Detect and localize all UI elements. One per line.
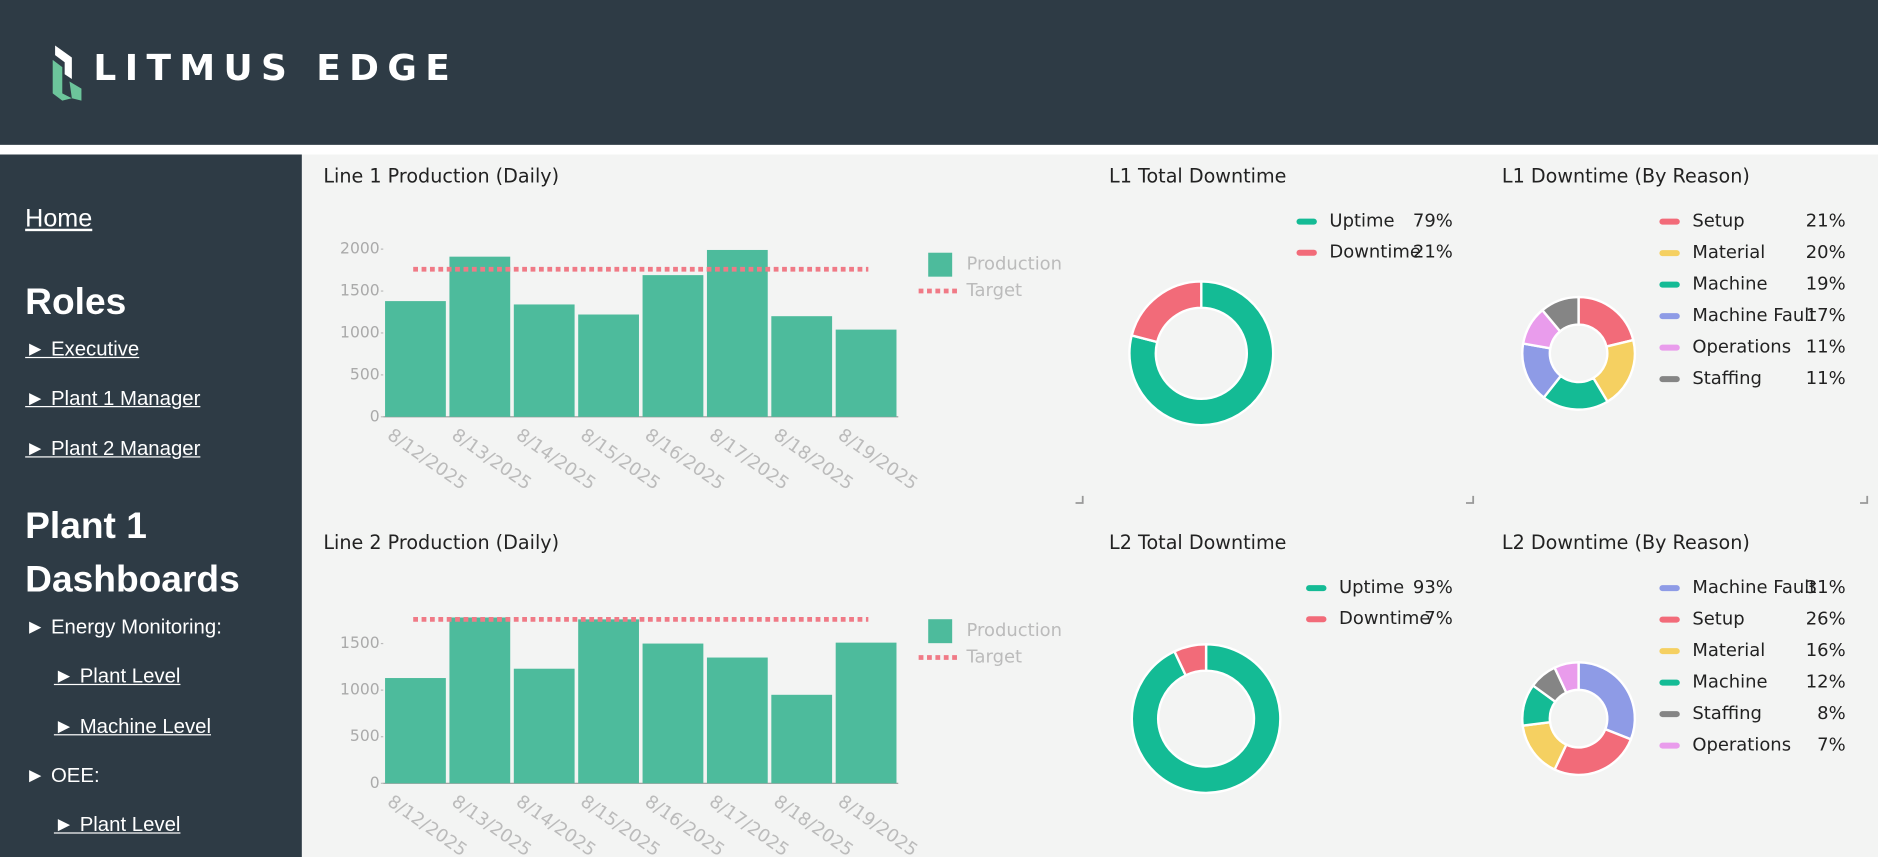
roles-heading: Roles	[25, 280, 127, 323]
legend-label: Downtime	[1329, 242, 1420, 263]
logo-icon	[52, 45, 82, 101]
donut-slice	[1130, 643, 1282, 795]
chart-title: L1 Downtime (By Reason)	[1502, 165, 1750, 188]
legend-value: 79%	[1413, 211, 1453, 232]
legend-value: 26%	[1806, 609, 1846, 630]
legend-value: 21%	[1413, 242, 1453, 263]
legend-label: Uptime	[1329, 211, 1394, 232]
bar	[706, 249, 768, 417]
dashboards-heading: Plant 1 Dashboards	[25, 504, 240, 601]
legend-label: Target	[966, 647, 1023, 668]
legend-swatch	[928, 252, 953, 277]
legend-value: 11%	[1806, 337, 1846, 358]
bar	[578, 314, 639, 417]
legend-label: Setup	[1692, 211, 1744, 232]
sidebar: Home Roles ► Executive ► Plant 1 Manager…	[0, 154, 302, 857]
role-link[interactable]: ► Plant 2 Manager	[25, 437, 201, 460]
divider	[0, 144, 1878, 155]
legend-label: Machine Fault	[1692, 577, 1816, 598]
legend-label: Uptime	[1339, 577, 1404, 598]
chart-title: L2 Downtime (By Reason)	[1502, 531, 1750, 554]
legend-value: 21%	[1806, 211, 1846, 232]
legend-swatch	[928, 619, 953, 644]
header: LITMUS EDGE	[0, 0, 1878, 145]
legend-label: Downtime	[1339, 608, 1430, 629]
legend-label: Production	[967, 254, 1063, 275]
donut-slice	[1577, 661, 1636, 741]
y-tick-label: 1000	[340, 681, 380, 699]
donut-slice	[1128, 280, 1275, 427]
donut-slice	[1553, 727, 1633, 777]
dashboard: Line 1 Production (Daily) 0 500 1000 1500 200…	[323, 165, 1869, 857]
chart-title: L2 Total Downtime	[1109, 531, 1286, 554]
bar	[578, 619, 639, 784]
legend-label: Material	[1692, 640, 1765, 661]
y-tick-label: 500	[350, 365, 380, 383]
legend-label: Machine	[1692, 672, 1767, 693]
legend-value: 8%	[1817, 703, 1845, 724]
legend-label: Material	[1692, 242, 1765, 263]
home-link[interactable]: Home	[25, 204, 93, 233]
bar	[449, 256, 511, 417]
bar	[771, 316, 833, 417]
legend-value: 93%	[1413, 577, 1453, 598]
legend-value: 17%	[1806, 305, 1846, 326]
section-label: ► OEE:	[25, 764, 100, 787]
bar	[642, 275, 704, 417]
brand: LITMUS EDGE	[93, 47, 459, 90]
chart-title: L1 Total Downtime	[1109, 165, 1286, 188]
legend-label: Machine Fault	[1692, 305, 1816, 326]
donut-slice	[1130, 280, 1203, 344]
legend-value: 12%	[1806, 672, 1846, 693]
bar	[513, 668, 575, 784]
legend-label: Operations	[1692, 735, 1791, 756]
dashboard-link[interactable]: ► Plant Level	[53, 813, 181, 836]
role-link[interactable]: ► Executive	[25, 337, 140, 361]
bar	[771, 694, 833, 784]
legend-value: 31%	[1806, 577, 1846, 598]
y-tick-label: 500	[350, 727, 380, 745]
bar	[706, 657, 768, 784]
dashboard-link[interactable]: ► Machine Level	[53, 715, 212, 738]
legend-value: 7%	[1817, 735, 1845, 756]
legend-label: Staffing	[1692, 703, 1762, 724]
legend-label: Operations	[1692, 337, 1791, 358]
y-tick-label: 2000	[340, 240, 380, 258]
bar	[642, 643, 704, 784]
bar	[835, 642, 897, 784]
legend-label: Machine	[1692, 274, 1767, 295]
y-tick-label: 1000	[340, 323, 380, 341]
bar	[835, 329, 897, 417]
legend-label: Production	[967, 620, 1063, 641]
donut-slice	[1540, 295, 1580, 333]
y-tick-label: 1500	[340, 282, 380, 300]
legend-value: 16%	[1806, 640, 1846, 661]
legend-value: 20%	[1806, 242, 1846, 263]
donut-slice	[1553, 661, 1580, 695]
legend-value: 11%	[1806, 368, 1846, 389]
bar	[449, 617, 511, 784]
donut-slice	[1172, 643, 1208, 677]
donut-slice	[1577, 295, 1635, 348]
legend-value: 19%	[1806, 274, 1846, 295]
legend-value: 7%	[1424, 608, 1452, 629]
section-label: ► Energy Monitoring:	[25, 615, 222, 639]
legend-label: Target	[966, 280, 1023, 301]
chart-title: Line 2 Production (Daily)	[323, 531, 559, 554]
role-link[interactable]: ► Plant 1 Manager	[25, 386, 201, 410]
legend-label: Setup	[1692, 609, 1744, 630]
dashboard-link[interactable]: ► Plant Level	[53, 664, 181, 688]
bar	[385, 678, 446, 784]
y-tick-label: 0	[370, 407, 380, 425]
y-tick-label: 1500	[340, 634, 380, 652]
y-tick-label: 0	[370, 774, 380, 792]
chart-title: Line 1 Production (Daily)	[323, 165, 559, 188]
legend-label: Staffing	[1692, 368, 1762, 389]
bar	[385, 301, 446, 417]
bar	[513, 304, 575, 417]
resize-handle	[1075, 495, 1869, 504]
